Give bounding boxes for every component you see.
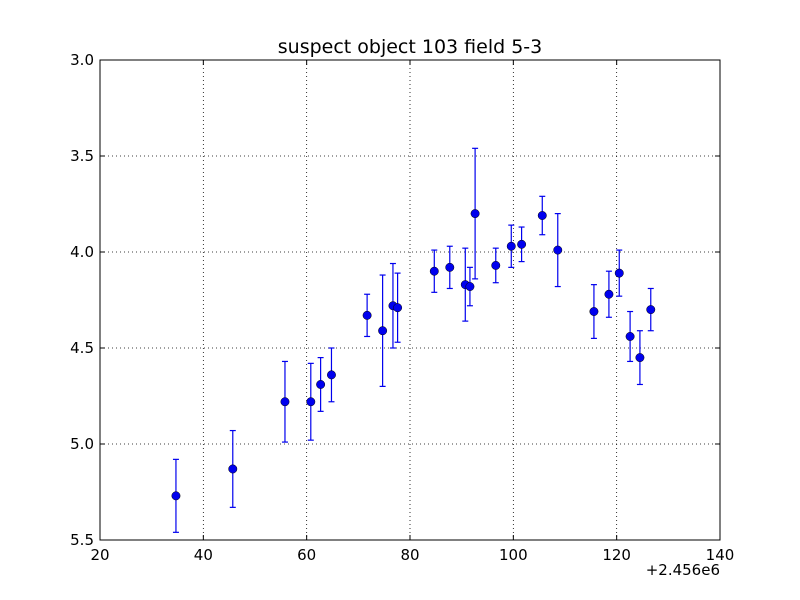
data-series — [171, 147, 656, 533]
data-point — [429, 266, 439, 276]
data-point — [553, 245, 563, 255]
data-point — [491, 260, 501, 270]
data-point — [228, 464, 238, 474]
chart-title: suspect object 103 field 5-3 — [278, 36, 543, 58]
data-point — [537, 211, 547, 220]
x-tick-label: 140 — [706, 546, 735, 564]
x-axis-offset-label: +2.456e6 — [646, 561, 720, 579]
data-point — [316, 380, 326, 389]
data-point — [635, 353, 645, 363]
data-point — [445, 262, 455, 272]
y-tick-label: 3.5 — [70, 147, 94, 165]
data-point — [171, 491, 181, 501]
data-point — [362, 310, 372, 320]
data-point — [393, 303, 403, 313]
data-point — [517, 239, 527, 249]
axes: 20 40 60 80 100 120 140 3.0 3.5 4.0 4.5 5.0 5.5 — [70, 51, 734, 564]
data-point — [614, 268, 624, 278]
data-point — [604, 289, 614, 299]
x-tick-label: 60 — [297, 546, 316, 564]
data-point — [625, 332, 635, 341]
y-tick-label: 3.0 — [70, 51, 94, 69]
grid-lines — [100, 60, 720, 540]
x-tick-label: 40 — [194, 546, 213, 564]
x-tick-label: 80 — [400, 546, 419, 564]
y-tick-label: 4.0 — [70, 243, 94, 261]
data-point — [465, 282, 475, 292]
x-tick-label: 100 — [499, 546, 528, 564]
data-point — [378, 326, 388, 336]
data-point — [589, 307, 599, 316]
y-tick-label: 5.0 — [70, 435, 94, 453]
y-tick-label: 5.5 — [70, 531, 94, 549]
x-tick-label: 120 — [602, 546, 631, 564]
data-point — [327, 370, 336, 380]
data-point — [506, 241, 516, 251]
data-point — [280, 397, 290, 407]
x-tick-label: 20 — [90, 546, 109, 564]
data-point — [646, 305, 656, 315]
y-tick-label: 4.5 — [70, 339, 94, 357]
data-point — [306, 397, 316, 407]
data-point — [470, 209, 480, 219]
